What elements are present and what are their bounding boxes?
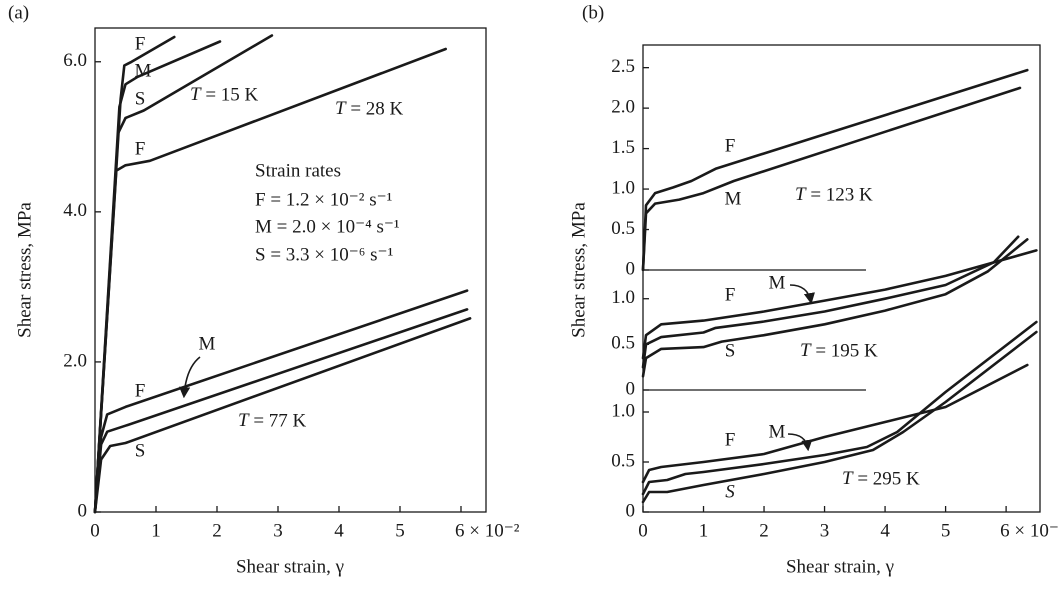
x-axis-label: Shear strain, γ (236, 556, 344, 577)
y-tick-label: 4.0 (63, 200, 87, 221)
y-tick-label: 0 (78, 500, 88, 521)
arrow (179, 356, 201, 399)
y-tick-label: 0.5 (611, 450, 635, 471)
temperature-label: T = 15 K (190, 84, 259, 105)
annotation: Strain rates (255, 160, 341, 181)
y-tick-label: 0 (626, 500, 636, 521)
y-tick-label: 1.0 (611, 287, 635, 308)
y-tick-label: 1.5 (611, 137, 635, 158)
curve-label: S (725, 481, 735, 502)
plot-frame (642, 44, 1041, 513)
curve (641, 238, 1029, 378)
curve-label: M (135, 60, 152, 81)
y-tick-label: 1.0 (611, 400, 635, 421)
curve-label: F (135, 138, 146, 159)
curve (93, 317, 472, 514)
arrow (789, 284, 815, 305)
x-tick-label: 5 (941, 520, 951, 541)
curve (641, 249, 1038, 360)
x-tick-label: 0 (90, 520, 100, 541)
y-tick-label: 0.5 (611, 218, 635, 239)
curve-label: S (135, 88, 146, 109)
x-tick-label: 5 (395, 520, 405, 541)
y-tick-label: 0.5 (611, 333, 635, 354)
curve-label: F (725, 429, 736, 450)
curve-label: S (135, 440, 146, 461)
arrow (787, 433, 813, 452)
curve-label: M (199, 333, 216, 354)
panel-label: (a) (8, 2, 29, 23)
curve (641, 330, 1038, 504)
y-axis-label: Shear stress, MPa (14, 202, 35, 338)
x-tick-label: 4 (880, 520, 890, 541)
curve-label: S (725, 340, 736, 361)
y-tick-label: 2.0 (611, 96, 635, 117)
x-tick-label: 2 (212, 520, 222, 541)
curve-label: F (725, 135, 736, 156)
annotation: M = 2.0 × 10⁻⁴ s⁻¹ (255, 216, 400, 237)
curve-label: F (135, 380, 146, 401)
panel-label: (b) (582, 2, 604, 23)
x-tick-label: 4 (334, 520, 344, 541)
curve (641, 68, 1029, 272)
x-tick-label: 3 (273, 520, 283, 541)
curve (93, 289, 469, 514)
plot-frame (94, 27, 487, 513)
curve (641, 235, 1020, 369)
temperature-label: T = 295 K (842, 468, 920, 489)
y-axis-label: Shear stress, MPa (568, 202, 589, 338)
curve (93, 47, 447, 514)
curve (93, 34, 274, 514)
curve (93, 40, 222, 514)
y-tick-label: 1.0 (611, 177, 635, 198)
temperature-label: T = 77 K (238, 410, 307, 431)
x-tick-label: 6 × 10⁻² (455, 520, 520, 541)
x-tick-label: 1 (151, 520, 161, 541)
curve-label: F (725, 284, 736, 305)
curve-label: M (769, 272, 786, 293)
y-tick-label: 2.5 (611, 56, 635, 77)
temperature-label: T = 195 K (800, 340, 878, 361)
temperature-label: T = 123 K (795, 184, 873, 205)
y-tick-label: 2.0 (63, 350, 87, 371)
x-tick-label: 3 (820, 520, 830, 541)
x-tick-label: 1 (699, 520, 709, 541)
x-tick-label: 6 × 10⁻² (1000, 520, 1059, 541)
y-tick-label: 0 (626, 378, 636, 399)
curve (641, 320, 1038, 496)
curve (641, 363, 1029, 484)
y-tick-label: 6.0 (63, 50, 87, 71)
annotation: F = 1.2 × 10⁻² s⁻¹ (255, 189, 393, 210)
curve-label: M (769, 421, 786, 442)
curve-label: M (725, 188, 742, 209)
temperature-label: T = 28 K (335, 98, 404, 119)
curve (641, 86, 1022, 272)
x-axis-label: Shear strain, γ (786, 556, 894, 577)
x-tick-label: 0 (638, 520, 648, 541)
annotation: S = 3.3 × 10⁻⁶ s⁻¹ (255, 244, 394, 265)
y-tick-label: 0 (626, 258, 636, 279)
x-tick-label: 2 (759, 520, 769, 541)
curve-label: F (135, 33, 146, 54)
